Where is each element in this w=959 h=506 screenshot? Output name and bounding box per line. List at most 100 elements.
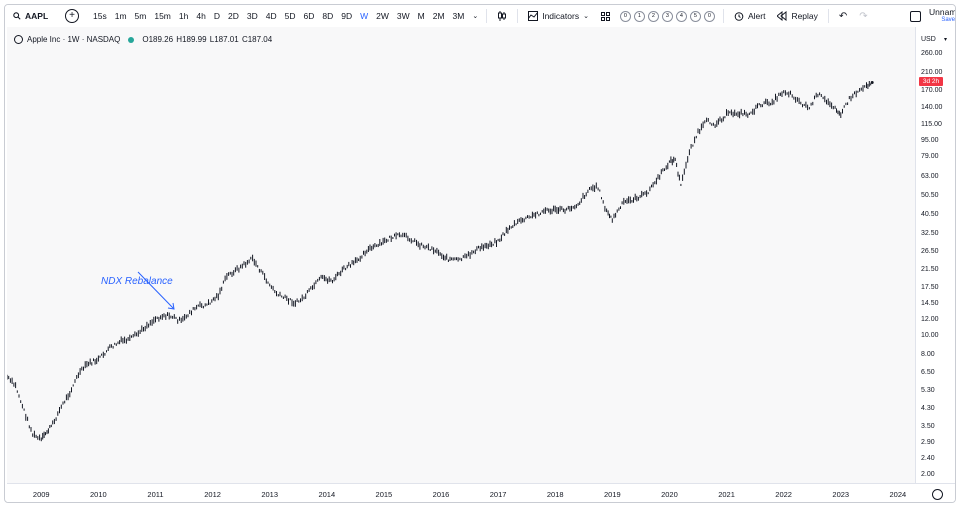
chevron-down-icon: ⌄: [583, 13, 589, 20]
annotation-arrow[interactable]: [137, 271, 175, 310]
layout-slot-0[interactable]: 0: [619, 10, 631, 22]
interval-4d[interactable]: 4D: [265, 11, 277, 21]
interval-d[interactable]: D: [213, 11, 220, 21]
alert-label: Alert: [747, 11, 766, 21]
indicators-label: Indicators: [542, 11, 580, 21]
layout-slot-1[interactable]: 1: [633, 10, 645, 22]
countdown-badge: 3d 2h: [919, 77, 943, 86]
layout-select-icon[interactable]: [910, 10, 921, 22]
price-tick-label: 170.00: [921, 87, 943, 95]
replay-icon: [777, 11, 787, 21]
price-tick-label: 260.00: [921, 50, 943, 58]
price-tick-label: 17.50: [921, 283, 939, 291]
time-tick-label: 2009: [32, 490, 50, 499]
time-tick-label: 2011: [147, 490, 164, 499]
layout-slot-4[interactable]: 4: [675, 10, 687, 22]
price-series: [7, 80, 874, 442]
time-tick-label: 2014: [318, 490, 336, 499]
interval-5d[interactable]: 5D: [284, 11, 296, 21]
interval-15s[interactable]: 15s: [93, 11, 107, 21]
interval-6d[interactable]: 6D: [303, 11, 315, 21]
interval-w[interactable]: W: [360, 11, 369, 21]
symbol-search[interactable]: AAPL: [5, 11, 59, 21]
grid-layout-icon: [600, 11, 610, 21]
price-axis[interactable]: USD ▾ 3d 2h 260.00 210.00 170.00 140.00 115.…: [915, 27, 955, 483]
series-legend: Apple Inc · 1W · NASDAQ O189.26 H189.99 …: [14, 35, 273, 44]
price-tick-label: 115.00: [921, 120, 942, 128]
chart-pane[interactable]: Apple Inc · 1W · NASDAQ O189.26 H189.99 …: [7, 27, 915, 502]
time-tick-label: 2017: [489, 490, 507, 499]
price-tick-label: 3.50: [921, 422, 935, 430]
replay-button[interactable]: Replay: [771, 11, 823, 21]
time-tick-label: 2010: [90, 490, 107, 499]
interval-8d[interactable]: 8D: [322, 11, 334, 21]
price-tick-label: 6.50: [921, 369, 935, 377]
time-tick-label: 2018: [546, 490, 564, 499]
interval-3w[interactable]: 3W: [396, 11, 410, 21]
layout-name-label: Unnam: [929, 8, 955, 17]
ohlc-values: O189.26 H189.99 L187.01 C187.04: [142, 35, 273, 44]
interval-dropdown-chevron-icon[interactable]: ⌄: [472, 13, 479, 20]
price-tick-label: 79.00: [921, 153, 939, 161]
layout-slot-5[interactable]: 5: [689, 10, 701, 22]
compare-add-icon[interactable]: +: [65, 9, 79, 23]
price-tick-label: 5.30: [921, 386, 935, 394]
price-tick-label: 21.50: [921, 265, 939, 273]
settings-icon[interactable]: [932, 489, 943, 500]
time-tick-label: 2013: [261, 490, 279, 499]
replay-label: Replay: [791, 11, 818, 21]
high-value: H189.99: [176, 35, 207, 44]
interval-5m[interactable]: 5m: [134, 11, 147, 21]
redo-icon[interactable]: ↷: [859, 10, 868, 22]
price-tick-label: 12.00: [921, 316, 939, 324]
interval-2w[interactable]: 2W: [376, 11, 389, 21]
currency-label[interactable]: USD: [921, 36, 936, 43]
price-tick-label: 8.00: [921, 351, 935, 359]
price-tick-label: 210.00: [921, 68, 943, 76]
interval-1h[interactable]: 1h: [178, 11, 189, 21]
time-tick-label: 2012: [204, 490, 221, 499]
open-value: O189.26: [142, 35, 174, 44]
price-tick-label: 2.40: [921, 455, 935, 463]
layout-slot-6[interactable]: 0: [703, 10, 715, 22]
price-chart[interactable]: [7, 27, 915, 483]
time-tick-label: 2019: [603, 490, 621, 499]
chart-type-button[interactable]: [491, 11, 513, 21]
interval-2d[interactable]: 2D: [227, 11, 239, 21]
price-tick-label: 50.50: [921, 192, 939, 200]
price-tick-label: 40.50: [921, 211, 939, 219]
interval-3d[interactable]: 3D: [246, 11, 258, 21]
undo-icon[interactable]: ↶: [838, 10, 848, 22]
interval-3m[interactable]: 3M: [452, 11, 465, 21]
legend-title: Apple Inc · 1W · NASDAQ: [27, 35, 121, 44]
interval-m[interactable]: M: [417, 11, 425, 21]
price-tick-label: 140.00: [921, 103, 943, 111]
indicators-button[interactable]: Indicators ⌄: [522, 11, 595, 21]
price-tick-label: 63.00: [921, 172, 939, 180]
top-toolbar: AAPL + 15s 1m 5m 15m 1h 4h D 2D 3D 4D 5D 6D 8D 9D W 2W 3…: [5, 5, 955, 27]
save-link[interactable]: Save: [941, 17, 955, 23]
alert-button[interactable]: Alert: [728, 11, 771, 21]
time-tick-label: 2015: [375, 490, 393, 499]
currency-chevron-icon[interactable]: ▾: [944, 37, 948, 43]
time-tick-label: 2023: [832, 490, 850, 499]
price-tick-label: 10.00: [921, 331, 939, 339]
candlestick-icon: [498, 11, 507, 21]
visibility-toggle-icon[interactable]: [14, 35, 23, 44]
layouts-button[interactable]: [595, 11, 616, 21]
layout-slot-3[interactable]: 3: [661, 10, 673, 22]
search-icon: [13, 12, 21, 20]
price-tick-label: 95.00: [921, 137, 939, 145]
layout-name[interactable]: Unnam Save: [929, 8, 955, 24]
time-axis[interactable]: 2009 2010 2011 2012 2013 2014 2015 2016 2017 2018…: [7, 483, 955, 502]
interval-1m[interactable]: 1m: [114, 11, 127, 21]
interval-15m[interactable]: 15m: [154, 11, 171, 21]
price-tick-label: 26.50: [921, 247, 939, 255]
interval-2m[interactable]: 2M: [432, 11, 445, 21]
layout-slot-2[interactable]: 2: [647, 10, 659, 22]
divider: [517, 9, 519, 23]
interval-9d[interactable]: 9D: [341, 11, 353, 21]
price-tick-label: 14.50: [921, 299, 939, 307]
annotation-text[interactable]: NDX Rebalance: [101, 276, 173, 287]
interval-4h[interactable]: 4h: [196, 11, 206, 21]
